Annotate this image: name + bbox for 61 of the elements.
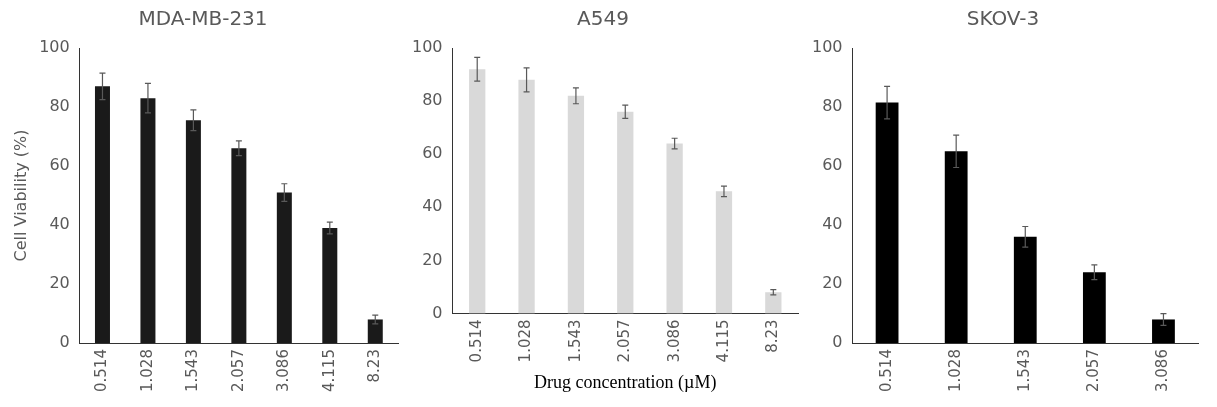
- y-tick-label: 60: [49, 155, 70, 175]
- bar: [231, 148, 247, 344]
- y-tick-label: 100: [39, 37, 70, 57]
- chart-title: MDA-MB-231: [138, 6, 268, 31]
- bar: [518, 79, 535, 314]
- y-tick-label: 100: [811, 37, 843, 57]
- x-tick-label: 1.543: [565, 319, 584, 363]
- bar: [617, 111, 634, 314]
- y-axis-title: Cell Viability (%): [10, 129, 30, 262]
- bar: [140, 98, 156, 344]
- chart-title: SKOV-3: [966, 6, 1040, 31]
- y-tick-label: 20: [422, 249, 443, 269]
- x-tick-label: 0.514: [876, 349, 895, 393]
- bar: [567, 95, 585, 314]
- y-tick-label: 0: [832, 332, 843, 352]
- bar: [715, 191, 733, 314]
- y-tick-label: 20: [49, 273, 70, 293]
- bar: [1013, 236, 1037, 344]
- x-tick-label: 1.543: [1015, 349, 1034, 393]
- x-tick-label: 1.028: [516, 319, 535, 363]
- x-tick-label: 8.23: [365, 349, 384, 383]
- y-tick-label: 40: [49, 214, 70, 234]
- bar: [94, 86, 110, 344]
- x-tick-label: 0.514: [92, 349, 111, 393]
- x-tick-label: 2.057: [1084, 349, 1103, 393]
- bar: [469, 69, 486, 314]
- bar: [666, 143, 683, 314]
- x-tick-label: 3.086: [664, 319, 683, 363]
- x-tick-label: 3.086: [1153, 349, 1172, 393]
- x-tick-label: 1.028: [946, 349, 965, 393]
- x-tick-label: 2.057: [615, 319, 634, 363]
- x-tick-label: 2.057: [228, 349, 247, 393]
- y-tick-label: 0: [59, 332, 70, 352]
- bar: [875, 102, 899, 344]
- x-tick-label: 4.115: [319, 349, 338, 393]
- y-tick-label: 60: [422, 143, 443, 163]
- x-tick-label: 3.086: [274, 349, 293, 393]
- bar: [944, 151, 968, 344]
- bar: [276, 192, 292, 344]
- chart-title: A549: [577, 6, 629, 31]
- bar: [367, 319, 383, 344]
- y-tick-label: 80: [822, 96, 843, 116]
- y-tick-label: 20: [822, 273, 843, 293]
- x-axis-title: Drug concentration (µM): [534, 371, 717, 393]
- y-tick-label: 80: [49, 96, 70, 116]
- y-tick-label: 100: [411, 37, 443, 57]
- x-tick-label: 1.543: [183, 349, 202, 393]
- bar: [1082, 272, 1106, 344]
- y-tick-label: 80: [422, 90, 443, 110]
- y-tick-label: 0: [432, 302, 443, 322]
- x-tick-label: 0.514: [467, 319, 486, 363]
- y-tick-label: 40: [822, 214, 843, 234]
- x-tick-label: 4.115: [713, 319, 732, 363]
- bar: [1152, 319, 1175, 344]
- bar: [765, 292, 782, 314]
- y-tick-label: 60: [822, 155, 843, 175]
- x-tick-label: 8.23: [763, 319, 782, 353]
- x-tick-label: 1.028: [137, 349, 156, 393]
- bar: [322, 227, 338, 344]
- y-tick-label: 40: [422, 196, 443, 216]
- bar: [185, 120, 201, 344]
